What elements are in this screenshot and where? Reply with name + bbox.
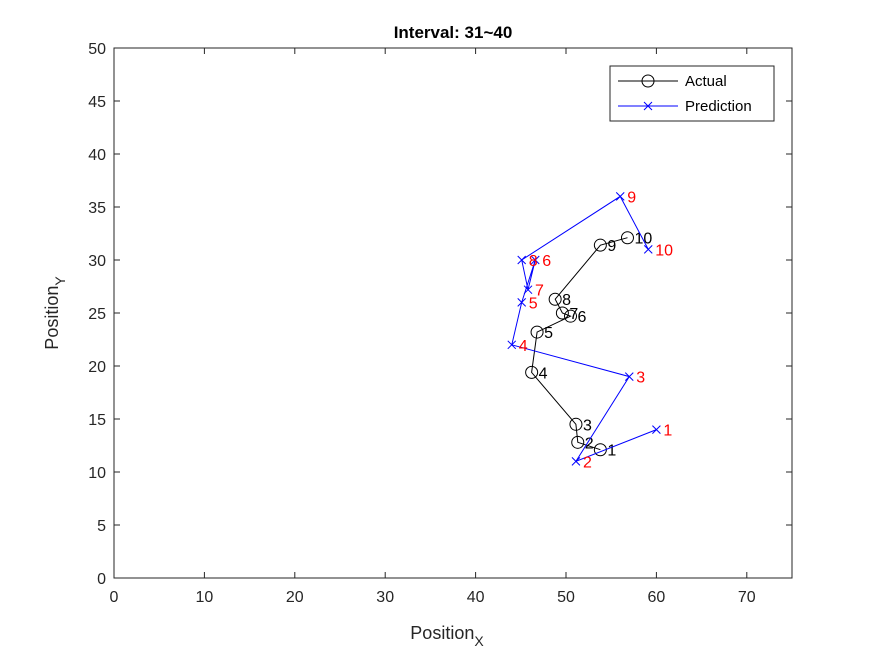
y-tick-label: 0 bbox=[97, 571, 106, 588]
series-actual-point bbox=[593, 238, 607, 252]
y-tick-label: 35 bbox=[88, 200, 106, 217]
series-actual-point-label: 7 bbox=[569, 306, 578, 323]
chart-title: Interval: 31~40 bbox=[394, 23, 513, 42]
series-actual-point-label: 6 bbox=[578, 309, 587, 326]
y-tick-label: 5 bbox=[97, 518, 106, 535]
series-prediction-point-label: 7 bbox=[535, 283, 544, 300]
x-tick-label: 20 bbox=[286, 589, 304, 606]
series-prediction-line bbox=[511, 195, 657, 463]
series-actual-point bbox=[571, 435, 585, 449]
legend: Actual Prediction bbox=[609, 65, 775, 122]
x-axis: 0 10 20 30 40 50 60 70 bbox=[110, 48, 756, 606]
series-prediction-point-label: 9 bbox=[627, 189, 636, 206]
x-tick-label: 60 bbox=[648, 589, 666, 606]
series-prediction-point bbox=[530, 255, 540, 265]
series-prediction-point bbox=[652, 425, 661, 434]
plot-area bbox=[113, 47, 793, 579]
series-actual-point-label: 9 bbox=[607, 238, 616, 255]
series-prediction-point-label: 6 bbox=[542, 253, 551, 270]
series-actual-line bbox=[531, 237, 628, 451]
y-axis-label-subscript: Y bbox=[52, 276, 68, 286]
x-tick-label: 10 bbox=[196, 589, 214, 606]
x-tick-label: 0 bbox=[110, 589, 119, 606]
series-actual-point-label: 8 bbox=[562, 292, 571, 309]
x-axis-label-main: Position bbox=[410, 623, 474, 643]
y-tick-label: 20 bbox=[88, 359, 106, 376]
y-tick-label: 30 bbox=[88, 253, 106, 270]
y-axis-label: PositionY bbox=[42, 276, 68, 350]
x-tick-label: 30 bbox=[376, 589, 394, 606]
series-actual-point bbox=[530, 325, 544, 339]
series-prediction-point bbox=[517, 298, 527, 307]
series-prediction-point-label: 2 bbox=[583, 454, 592, 471]
series-prediction-point bbox=[571, 457, 581, 466]
series-prediction-point bbox=[517, 255, 527, 265]
series-prediction-point bbox=[507, 340, 517, 350]
legend-box bbox=[609, 65, 775, 122]
series-prediction-point-label: 4 bbox=[519, 338, 528, 355]
series-actual-point bbox=[564, 309, 578, 323]
x-tick-label: 40 bbox=[467, 589, 485, 606]
legend-actual-label: Actual bbox=[685, 73, 727, 90]
series-prediction-point-label: 3 bbox=[636, 370, 645, 387]
series-prediction-point bbox=[643, 245, 653, 254]
series-actual-point bbox=[555, 306, 569, 320]
legend-prediction-label: Prediction bbox=[685, 98, 752, 115]
series-prediction-point bbox=[615, 192, 625, 201]
x-axis-label: PositionX bbox=[410, 623, 484, 649]
series-prediction-point-label: 10 bbox=[655, 242, 673, 259]
x-tick-label: 70 bbox=[738, 589, 756, 606]
series-actual-point-label: 5 bbox=[544, 325, 553, 342]
y-tick-label: 15 bbox=[88, 412, 106, 429]
legend-prediction-marker bbox=[643, 101, 653, 111]
series-prediction-point-label: 5 bbox=[529, 295, 538, 312]
legend-actual-marker bbox=[641, 74, 655, 88]
series-actual-point bbox=[569, 417, 583, 431]
x-axis-label-subscript: X bbox=[474, 633, 484, 649]
series-prediction-point-label: 1 bbox=[663, 423, 672, 440]
series-prediction-point-label: 8 bbox=[529, 253, 538, 270]
series-prediction-point bbox=[523, 285, 533, 295]
x-tick-label: 50 bbox=[557, 589, 575, 606]
y-tick-label: 45 bbox=[88, 94, 106, 111]
y-axis-label-main: Position bbox=[42, 286, 62, 350]
y-tick-label: 10 bbox=[88, 465, 106, 482]
y-tick-label: 40 bbox=[88, 147, 106, 164]
y-tick-label: 25 bbox=[88, 306, 106, 323]
series-actual-point-label: 2 bbox=[585, 435, 594, 452]
series-actual-point-label: 3 bbox=[583, 417, 592, 434]
series-prediction-point bbox=[624, 372, 634, 381]
series-actual-point bbox=[525, 365, 539, 379]
series-actual-point-label: 4 bbox=[539, 365, 548, 382]
series-actual-point bbox=[620, 231, 634, 245]
series-actual-point-label: 1 bbox=[607, 443, 616, 460]
series-actual-point bbox=[548, 292, 562, 306]
y-tick-label: 50 bbox=[88, 41, 106, 58]
